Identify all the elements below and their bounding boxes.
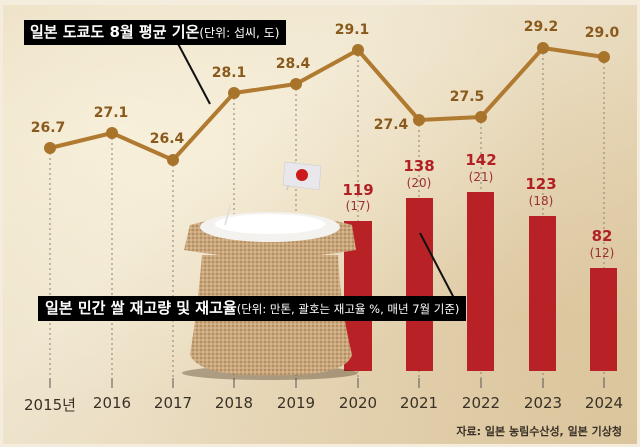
stock-bars: [344, 192, 617, 371]
stock-value-2023: 123: [525, 175, 557, 193]
temp-label-2018: 28.1: [211, 65, 247, 81]
stock-value-2021: 138: [403, 157, 435, 175]
stock-pct-2024: (12): [589, 246, 615, 260]
japan-flag-icon: [282, 161, 322, 191]
stock-pct-2022: (21): [468, 170, 494, 184]
year-label-2018: 2018: [214, 394, 254, 412]
year-label-2019: 2019: [276, 394, 316, 412]
x-ticks: [49, 378, 605, 388]
temp-label-2019: 28.4: [275, 56, 311, 72]
source-note: 자료: 일본 농림수산성, 일본 기상청: [456, 425, 622, 438]
temp-label-2015: 26.7: [30, 120, 66, 136]
temp-label-2020: 29.1: [334, 22, 370, 38]
bar-chart-title-unit: (단위: 만톤, 괄호는 재고율 %, 매년 7월 기준): [236, 302, 460, 316]
year-label-2015: 2015년: [24, 396, 76, 414]
stock-pct-2021: (20): [406, 176, 432, 190]
bar-title-pointer: [419, 232, 456, 301]
year-label-2016: 2016: [92, 394, 132, 412]
bar-2021: [406, 198, 433, 371]
rice-sack-illustration: [182, 205, 358, 380]
stock-value-2024: 82: [591, 227, 613, 245]
year-label-2022: 2022: [461, 394, 501, 412]
line-chart-title-unit: (단위: 섭씨, 도): [199, 26, 280, 40]
year-label-2020: 2020: [338, 394, 378, 412]
year-label-2017: 2017: [153, 394, 193, 412]
temperature-points: [44, 42, 610, 166]
line-chart-title-main: 일본 도쿄도 8월 평균 기온: [30, 23, 200, 41]
year-label-2023: 2023: [523, 394, 563, 412]
stock-pct-2023: (18): [528, 194, 554, 208]
bar-2024: [590, 268, 617, 371]
temp-label-2024: 29.0: [584, 25, 620, 41]
year-label-2021: 2021: [399, 394, 439, 412]
temp-label-2022: 27.5: [449, 89, 485, 105]
temp-label-2023: 29.2: [523, 19, 559, 35]
bar-2022: [467, 192, 494, 371]
line-chart-title: 일본 도쿄도 8월 평균 기온(단위: 섭씨, 도): [24, 20, 287, 45]
stock-value-2020: 119: [342, 181, 374, 199]
temperature-line: [49, 46, 605, 162]
line-title-pointer: [174, 37, 211, 105]
stock-pct-2020: (17): [345, 199, 371, 213]
temp-label-2017: 26.4: [149, 131, 185, 147]
temp-label-2016: 27.1: [93, 105, 129, 121]
japan-flag-icon: [224, 205, 232, 226]
bar-2023: [529, 216, 556, 371]
bar-chart-title: 일본 민간 쌀 재고량 및 재고율(단위: 만톤, 괄호는 재고율 %, 매년 …: [38, 296, 467, 321]
temp-label-2021: 27.4: [373, 117, 409, 133]
year-label-2024: 2024: [584, 394, 624, 412]
stock-value-2022: 142: [465, 151, 497, 169]
bar-chart-title-main: 일본 민간 쌀 재고량 및 재고율: [45, 299, 237, 317]
